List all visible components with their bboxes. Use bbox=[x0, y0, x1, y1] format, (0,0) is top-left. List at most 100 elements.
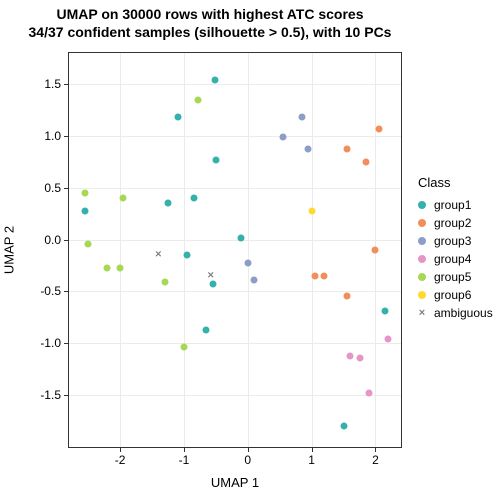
tick-label-y: -0.5 bbox=[40, 284, 61, 298]
gridline-h bbox=[69, 291, 401, 292]
legend-item: group3 bbox=[418, 232, 493, 250]
gridline-h bbox=[69, 240, 401, 241]
data-point bbox=[85, 240, 92, 247]
chart-title: UMAP on 30000 rows with highest ATC scor… bbox=[0, 6, 420, 41]
legend-label: group4 bbox=[434, 252, 471, 266]
data-point bbox=[190, 195, 197, 202]
tick-mark-y bbox=[64, 291, 69, 292]
legend-item: group6 bbox=[418, 286, 493, 304]
data-point bbox=[212, 156, 219, 163]
tick-label-x: -1 bbox=[179, 453, 190, 467]
tick-label-y: 0.0 bbox=[44, 233, 61, 247]
tick-mark-x bbox=[184, 447, 185, 452]
legend-item: × ambiguous bbox=[418, 304, 493, 322]
title-line-2: 34/37 confident samples (silhouette > 0.… bbox=[0, 24, 420, 42]
data-point bbox=[343, 146, 350, 153]
legend-label: group5 bbox=[434, 270, 471, 284]
gridline-h bbox=[69, 136, 401, 137]
tick-mark-x bbox=[248, 447, 249, 452]
legend-swatch bbox=[418, 273, 426, 281]
data-point bbox=[311, 272, 318, 279]
data-point bbox=[385, 336, 392, 343]
gridline-h bbox=[69, 188, 401, 189]
data-point bbox=[340, 423, 347, 430]
gridline-h bbox=[69, 84, 401, 85]
data-point bbox=[104, 264, 111, 271]
data-point bbox=[372, 247, 379, 254]
data-point bbox=[305, 146, 312, 153]
title-line-1: UMAP on 30000 rows with highest ATC scor… bbox=[0, 6, 420, 24]
plot-area: UMAP 1 UMAP 2 -2-1012-1.5-1.0-0.50.00.51… bbox=[68, 52, 402, 448]
gridline-h bbox=[69, 395, 401, 396]
legend-label: ambiguous bbox=[434, 306, 493, 320]
umap-scatter-chart: UMAP on 30000 rows with highest ATC scor… bbox=[0, 0, 504, 504]
gridline-h bbox=[69, 343, 401, 344]
data-point bbox=[117, 264, 124, 271]
tick-mark-y bbox=[64, 84, 69, 85]
tick-label-x: -2 bbox=[115, 453, 126, 467]
tick-label-y: 1.0 bbox=[44, 129, 61, 143]
legend-swatch bbox=[418, 201, 426, 209]
tick-label-y: -1.0 bbox=[40, 336, 61, 350]
data-point bbox=[362, 158, 369, 165]
data-point bbox=[251, 277, 258, 284]
tick-mark-x bbox=[375, 447, 376, 452]
data-point bbox=[180, 344, 187, 351]
tick-mark-y bbox=[64, 343, 69, 344]
tick-label-y: 0.5 bbox=[44, 181, 61, 195]
data-point bbox=[164, 200, 171, 207]
data-point bbox=[238, 234, 245, 241]
data-point bbox=[321, 272, 328, 279]
legend-swatch bbox=[418, 219, 426, 227]
data-point bbox=[244, 260, 251, 267]
data-point bbox=[279, 133, 286, 140]
tick-label-y: 1.5 bbox=[44, 77, 61, 91]
data-point bbox=[203, 326, 210, 333]
tick-label-x: 0 bbox=[244, 453, 251, 467]
y-axis-label: UMAP 2 bbox=[1, 226, 16, 274]
x-icon: × bbox=[418, 308, 426, 319]
data-point bbox=[356, 354, 363, 361]
gridline-v bbox=[248, 53, 249, 447]
data-point bbox=[174, 114, 181, 121]
tick-mark-y bbox=[64, 136, 69, 137]
tick-mark-x bbox=[120, 447, 121, 452]
tick-mark-y bbox=[64, 395, 69, 396]
legend-label: group2 bbox=[434, 216, 471, 230]
tick-mark-x bbox=[312, 447, 313, 452]
legend-label: group1 bbox=[434, 198, 471, 212]
data-point bbox=[194, 96, 201, 103]
gridline-v bbox=[120, 53, 121, 447]
data-point bbox=[343, 292, 350, 299]
legend-swatch bbox=[418, 255, 426, 263]
data-point bbox=[308, 207, 315, 214]
gridline-v bbox=[184, 53, 185, 447]
legend-item: group4 bbox=[418, 250, 493, 268]
legend-swatch bbox=[418, 291, 426, 299]
legend: Class group1 group2 group3 group4 group5 grou… bbox=[418, 175, 493, 322]
legend-item: group5 bbox=[418, 268, 493, 286]
data-point bbox=[382, 308, 389, 315]
data-point bbox=[120, 195, 127, 202]
data-point bbox=[81, 207, 88, 214]
tick-mark-y bbox=[64, 240, 69, 241]
tick-label-x: 1 bbox=[308, 453, 315, 467]
legend-label: group6 bbox=[434, 288, 471, 302]
data-point bbox=[161, 279, 168, 286]
data-point bbox=[299, 114, 306, 121]
legend-label: group3 bbox=[434, 234, 471, 248]
data-point: × bbox=[155, 250, 161, 261]
legend-title: Class bbox=[418, 175, 493, 190]
tick-label-x: 2 bbox=[372, 453, 379, 467]
data-point bbox=[81, 189, 88, 196]
data-point bbox=[375, 125, 382, 132]
data-point bbox=[184, 252, 191, 259]
tick-mark-y bbox=[64, 188, 69, 189]
data-point bbox=[346, 352, 353, 359]
data-point bbox=[209, 281, 216, 288]
tick-label-y: -1.5 bbox=[40, 388, 61, 402]
legend-item: group1 bbox=[418, 196, 493, 214]
gridline-v bbox=[312, 53, 313, 447]
data-point bbox=[211, 76, 218, 83]
data-point bbox=[366, 390, 373, 397]
